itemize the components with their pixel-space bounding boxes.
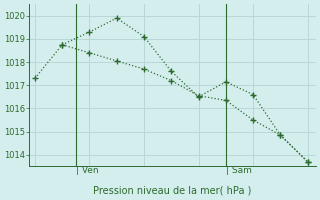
Text: | Sam: | Sam <box>226 166 252 175</box>
Text: | Ven: | Ven <box>76 166 99 175</box>
X-axis label: Pression niveau de la mer( hPa ): Pression niveau de la mer( hPa ) <box>93 186 252 196</box>
